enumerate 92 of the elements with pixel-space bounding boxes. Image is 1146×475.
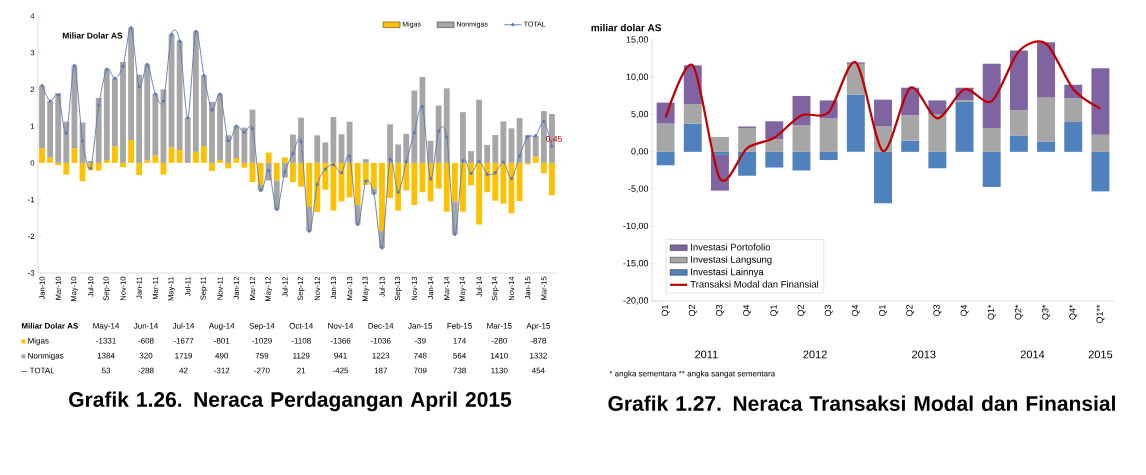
text: -1029 <box>252 337 272 344</box>
legend-label: Transaksi Modal dan Finansial <box>690 280 819 288</box>
text: * angka sementara ** angka sangat sementara <box>609 370 776 378</box>
text: 187 <box>374 367 387 374</box>
text: Nov-14 <box>328 323 354 329</box>
text: TOTAL <box>29 367 55 374</box>
text: Grafik 1.27. Neraca Transaksi Modal dan Finansial <box>608 395 1115 411</box>
text: 21 <box>297 367 306 374</box>
text: 759 <box>255 352 269 359</box>
text: Apr-15 <box>526 323 551 331</box>
x-tick-label: Q1** <box>1096 304 1105 324</box>
y-tick-label: -20,00 <box>623 297 649 305</box>
y-tick-label: 15,00 <box>626 36 649 44</box>
x-tick-label: Q1 <box>770 304 779 317</box>
text: Nonmigas <box>28 352 64 361</box>
y-tick-label: -15,00 <box>623 260 649 268</box>
x-tick-label: Q3* <box>1042 304 1051 320</box>
text: 1332 <box>530 352 547 359</box>
text: 2012 <box>803 350 827 359</box>
legend-label: Investasi Portofolio <box>691 243 771 251</box>
text: Jun-14 <box>133 323 158 329</box>
x-tick-label: Q1 <box>879 304 888 317</box>
x-tick-label: Q2 <box>797 304 806 317</box>
text: -312 <box>214 367 230 374</box>
text: 1129 <box>293 352 310 359</box>
y-tick-label: 0,00 <box>631 148 649 156</box>
text: 490 <box>215 352 229 359</box>
text: -39 <box>414 337 426 344</box>
legend-label: Investasi Lainnya <box>691 268 764 278</box>
x-tick-label: Q4 <box>960 304 969 317</box>
x-tick-label: Q3 <box>933 304 942 317</box>
x-tick-label: Q4* <box>1069 304 1078 320</box>
text: -878 <box>530 337 547 344</box>
text: 2011 <box>695 350 718 359</box>
text: -1108 <box>291 337 311 344</box>
x-tick-label: Q1* <box>987 304 996 320</box>
text: Feb-15 <box>447 322 472 329</box>
text: -1331 <box>96 337 116 344</box>
text: -1677 <box>173 337 194 344</box>
text: 1130 <box>491 367 508 374</box>
text: Oct-14 <box>289 323 313 329</box>
annotation: 0,45 <box>546 135 562 143</box>
text: 42 <box>179 367 188 374</box>
text: Jan-15 <box>408 323 433 329</box>
text: -288 <box>138 367 154 374</box>
text: -425 <box>332 367 349 374</box>
text: Aug-14 <box>208 323 235 331</box>
x-tick-label: Q2* <box>1014 304 1023 320</box>
text: 1410 <box>491 352 508 359</box>
text: -280 <box>491 337 507 344</box>
text: Sep-14 <box>249 323 275 331</box>
x-tick-label: Q4 <box>743 304 752 317</box>
y-tick-label: -5,00 <box>628 185 649 193</box>
text: -801 <box>214 337 230 344</box>
text: 1384 <box>97 352 115 359</box>
text: Migas <box>28 337 49 346</box>
text: Mar-15 <box>487 323 512 329</box>
x-tick-label: Q3 <box>715 304 724 317</box>
text: 53 <box>101 367 111 374</box>
text: 2013 <box>912 350 936 359</box>
x-tick-label: Q1 <box>661 304 670 317</box>
x-tick-label: Q3 <box>824 304 833 317</box>
text: 320 <box>139 352 153 359</box>
text: Dec-14 <box>368 323 394 329</box>
text: 1719 <box>175 352 193 359</box>
text: 454 <box>531 367 545 374</box>
text: May-14 <box>93 323 120 331</box>
text: 2015 <box>1088 350 1113 359</box>
x-tick-label: Q2 <box>688 304 697 317</box>
y-tick-label: 10,00 <box>626 73 649 82</box>
text: -1036 <box>370 337 391 344</box>
text: 941 <box>334 352 347 359</box>
y-axis-title: Miliar Dolar AS <box>62 32 123 39</box>
x-tick-label: Q4 <box>851 304 860 317</box>
text: Miliar Dolar AS <box>21 322 78 329</box>
y-axis-title: miliar dolar AS <box>591 23 662 32</box>
text: -1366 <box>330 337 351 344</box>
legend-label: Investasi Langsung <box>691 255 772 265</box>
y-tick-label: 5,00 <box>631 110 649 119</box>
text: 2014 <box>1020 350 1045 359</box>
text: -608 <box>138 337 154 344</box>
text: Grafik 1.26. Neraca Perdagangan April 2015 <box>69 391 512 412</box>
text: 748 <box>413 352 427 359</box>
text: 564 <box>453 352 466 359</box>
text: 738 <box>453 367 466 374</box>
text: 174 <box>453 338 466 344</box>
text: -270 <box>254 367 270 374</box>
text: 709 <box>413 367 427 374</box>
text: 1223 <box>372 352 390 359</box>
x-tick-label: Q2 <box>906 304 915 317</box>
text: Jul-14 <box>172 322 195 329</box>
y-tick-label: -10,00 <box>623 222 649 231</box>
